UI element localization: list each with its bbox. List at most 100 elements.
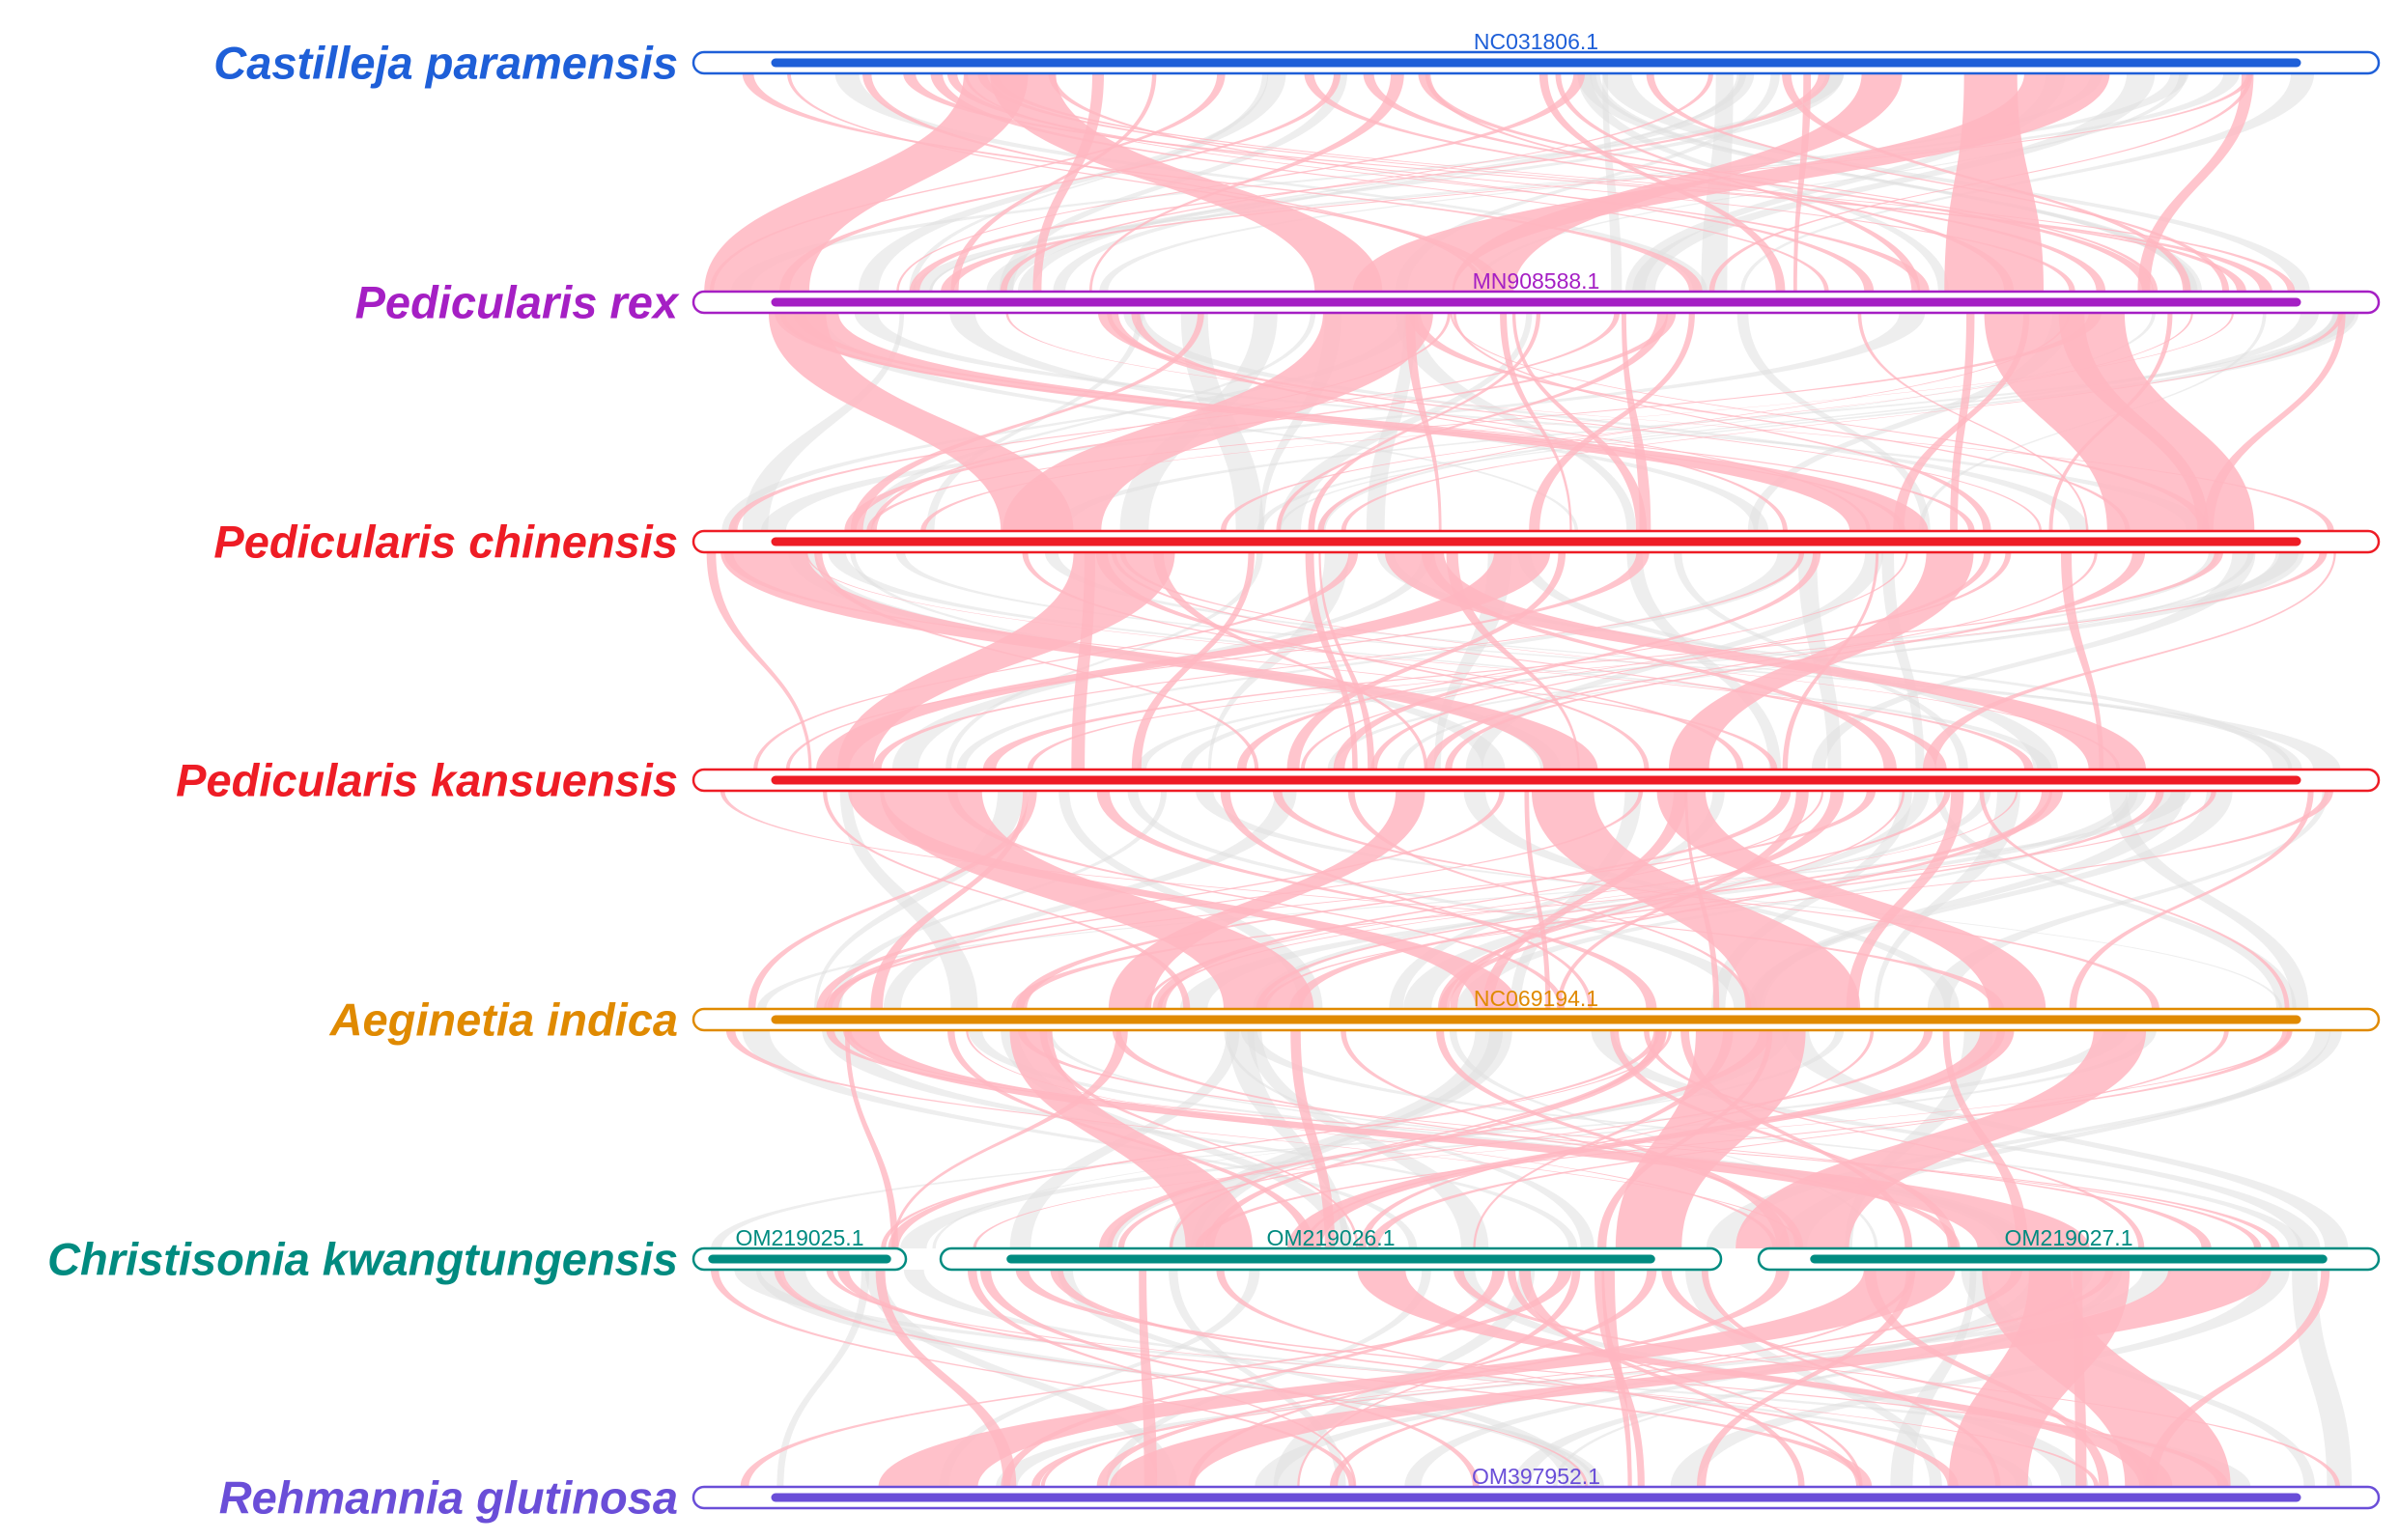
syntenic-block: [1108, 791, 1425, 1009]
background-link: [861, 313, 1316, 531]
syntenic-link: [1000, 73, 1713, 292]
background-link: [1471, 73, 2187, 292]
syntenic-link: [1473, 1030, 1734, 1248]
syntenic-link: [2137, 73, 2254, 292]
background-link: [730, 73, 1845, 292]
syntenic-block: [768, 313, 1074, 531]
track-rehmannia-glutinosa: Rehmannia glutinosa OM397952.1: [219, 1464, 2381, 1524]
syntenic-link: [989, 73, 2296, 292]
chromosome-tracks: Castilleja paramensis NC031806.1 Pedicular…: [47, 29, 2381, 1524]
syntenic-link: [1500, 313, 1572, 531]
syntenic-link: [1220, 791, 1593, 1009]
species-label: Pedicularis rex: [355, 277, 680, 328]
syntenic-link: [1979, 791, 2290, 1009]
syntenic-block: [880, 791, 1314, 1009]
syntenic-link: [1864, 1270, 2109, 1487]
syntenic-link: [1088, 73, 1404, 292]
background-link: [1747, 313, 2074, 531]
syntenic-link: [1529, 313, 1695, 531]
background-link: [828, 552, 2052, 770]
syntenic-link: [979, 1270, 1480, 1487]
background-link: [1240, 1030, 2304, 1248]
background-link: [1253, 791, 1991, 1009]
background-link: [1396, 313, 1636, 531]
syntenic-link: [1893, 313, 2030, 531]
background-link: [776, 1270, 870, 1487]
syntenic-link: [1347, 791, 1752, 1009]
background-link: [986, 73, 1844, 292]
syntenic-link: [888, 1030, 1661, 1248]
syntenic-link: [774, 1270, 1588, 1487]
syntenic-link: [1445, 552, 2146, 770]
syntenic-block: [2058, 313, 2255, 531]
syntenic-link: [753, 552, 1359, 770]
syntenic-link: [941, 73, 2253, 292]
syntenic-link: [1011, 791, 2216, 1009]
syntenic-link: [2145, 1270, 2330, 1487]
syntenic-block: [1656, 791, 2046, 1009]
syntenic-link: [1286, 552, 1566, 770]
syntenic-block: [878, 1270, 1956, 1487]
syntenic-link: [706, 552, 812, 770]
syntenic-link: [1341, 1030, 1804, 1248]
syntenic-link: [1131, 313, 1788, 531]
syntenic-link: [778, 73, 1341, 292]
syntenic-link: [1236, 552, 1908, 770]
syntenic-link: [1317, 313, 2071, 531]
background-link: [996, 1270, 2172, 1487]
syntenic-block: [990, 73, 1383, 292]
syntenic-link: [823, 791, 1191, 1009]
syntenic-link: [1370, 552, 1991, 770]
background-link: [721, 313, 1418, 531]
syntenic-link: [1195, 1030, 2293, 1248]
syntenic-link: [742, 73, 1703, 292]
syntenic-link: [1144, 791, 1951, 1009]
syntenic-link: [826, 1030, 2280, 1248]
syntenic-link: [1139, 1270, 1158, 1487]
syntenic-link: [1220, 313, 2193, 531]
background-link: [1749, 791, 2186, 1009]
background-link: [1105, 1270, 1431, 1487]
syntenic-link: [1701, 1270, 2001, 1487]
background-link: [1127, 791, 1758, 1009]
background-link: [1278, 313, 1533, 531]
syntenic-link: [871, 313, 1452, 531]
background-link: [1123, 313, 2090, 531]
syntenic-link: [1846, 791, 1964, 1009]
track-pedicularis-chinensis: Pedicularis chinensis: [213, 517, 2381, 568]
accession-label: NC069194.1: [1474, 986, 1598, 1011]
syntenic-link: [850, 313, 1204, 531]
syntenic-link: [1622, 313, 1651, 531]
track-christisonia-kwangtungensis: Christisonia kwangtungensis OM219025.1 OM2…: [47, 1225, 2381, 1285]
syntenic-link: [946, 73, 2075, 292]
background-link: [1782, 1030, 2349, 1248]
background-link: [1366, 313, 1416, 531]
syntenic-link: [827, 791, 1644, 1009]
syntenic-link: [1680, 1030, 1913, 1248]
syntenic-link: [950, 73, 1157, 292]
background-link: [1180, 552, 2219, 770]
syntenic-link: [720, 791, 2005, 1009]
syntenic-link: [1308, 313, 1541, 531]
syntenic-link: [967, 1270, 1357, 1487]
background-link: [864, 1270, 1178, 1487]
accession-label: OM397952.1: [1472, 1464, 1600, 1489]
syntenic-link: [875, 1270, 1017, 1487]
syntenic-link: [710, 1270, 1356, 1487]
background-link: [932, 1030, 1845, 1248]
background-link: [1170, 1030, 1504, 1248]
syntenic-link: [805, 552, 2034, 770]
background-link: [945, 552, 1263, 770]
syntenic-link: [1305, 552, 1358, 770]
track-aeginetia-indica: Aeginetia indica NC069194.1: [329, 986, 2381, 1046]
syntenic-block: [1357, 1270, 2173, 1487]
background-link: [734, 1270, 2251, 1487]
syntenic-link: [1216, 1270, 1862, 1487]
syntenic-link: [787, 73, 1505, 292]
syntenic-block: [1352, 73, 2110, 292]
background-link: [1632, 73, 2156, 292]
background-link: [1058, 1270, 1582, 1487]
syntenic-link: [1117, 1030, 1933, 1248]
syntenic-block: [1615, 1030, 1806, 1248]
